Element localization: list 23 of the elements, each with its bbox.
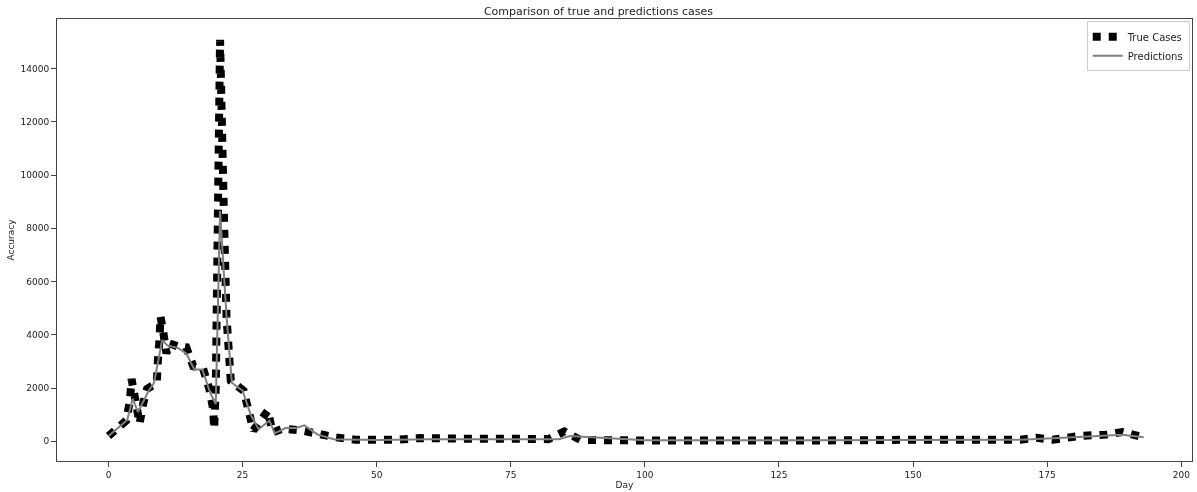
y-axis-title: Accuracy [5, 218, 16, 261]
y-tick-label: 2000 [26, 383, 50, 394]
y-tick-label: 8000 [26, 223, 50, 234]
y-tick-label: 14000 [20, 63, 50, 74]
line-series [107, 209, 1145, 442]
x-tick-label: 200 [1172, 469, 1191, 480]
x-tick-label: 100 [636, 469, 654, 480]
x-axis-title: Day [615, 479, 635, 490]
legend-label: True Cases [1126, 31, 1182, 43]
legend-label: Predictions [1127, 50, 1183, 62]
x-tick-label: 25 [236, 469, 249, 480]
x-tick-label: 75 [505, 469, 517, 480]
y-tick-label: 6000 [26, 276, 50, 287]
x-tick-label: 0 [105, 469, 112, 480]
x-tick-label: 150 [904, 469, 922, 480]
chart-title: Comparison of true and predictions cases [483, 5, 714, 19]
y-tick-label: 12000 [20, 116, 50, 127]
x-tick-label: 125 [770, 469, 788, 480]
y-tick-label: 10000 [20, 170, 50, 181]
x-tick-label: 175 [1038, 469, 1056, 480]
y-tick-label: 0 [43, 436, 50, 447]
y-tick-label: 4000 [26, 329, 50, 340]
x-tick-label: 50 [370, 469, 383, 480]
